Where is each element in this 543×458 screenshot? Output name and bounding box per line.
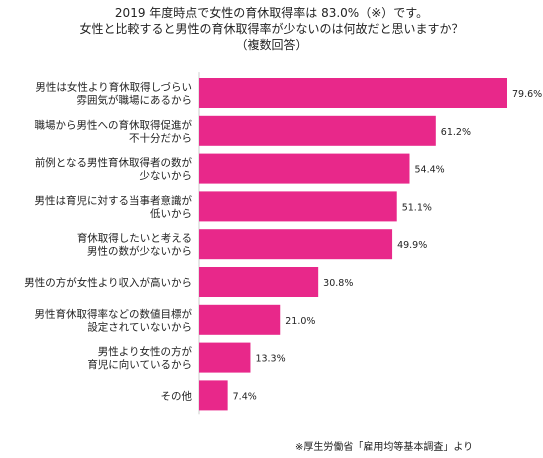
bar: [199, 342, 251, 373]
value-label: 49.9%: [397, 240, 427, 251]
category-label-line: 男性は育児に対する当事者意識が: [35, 194, 193, 207]
category-label-line: 少ないから: [140, 170, 193, 182]
bar: [199, 153, 410, 184]
category-label-line: 雰囲気が職場にあるから: [77, 94, 193, 107]
category-label-line: その他: [161, 389, 193, 402]
category-label-line: 職場から男性への育休取得促進が: [35, 118, 193, 131]
bar: [199, 380, 228, 411]
bar: [199, 229, 393, 260]
value-label: 21.0%: [285, 316, 315, 327]
category-label-line: 男性は女性より育休取得しづらい: [35, 81, 192, 94]
category-label: その他: [161, 389, 193, 402]
bar: [199, 115, 436, 146]
category-label-line: 設定されていないから: [87, 320, 192, 333]
category-label-line: 男性の数が少ないから: [87, 245, 192, 258]
category-label: 男性より女性の方が育児に向いているから: [87, 345, 192, 371]
category-label: 男性育休取得率などの数値目標が設定されていないから: [35, 307, 193, 333]
category-label: 男性は女性より育休取得しづらい雰囲気が職場にあるから: [35, 81, 192, 107]
category-label-line: 育児に向いているから: [87, 358, 192, 371]
chart-title-line-1: 2019 年度時点で女性の育休取得率は 83.0%（※）です。: [114, 6, 429, 20]
category-label-line: 不十分だから: [129, 131, 192, 144]
chart-title-line-3: （複数回答）: [235, 38, 308, 52]
category-label-line: 低いから: [150, 207, 192, 220]
category-label: 前例となる男性育休取得者の数が少ないから: [35, 156, 193, 182]
category-label: 男性の方が女性より収入が高いから: [24, 276, 192, 289]
value-label: 7.4%: [233, 391, 257, 402]
bar: [199, 304, 281, 335]
bar: [199, 78, 507, 108]
bar: [199, 191, 397, 222]
category-label: 職場から男性への育休取得促進が不十分だから: [35, 118, 193, 144]
category-label: 育休取得したいと考える男性の数が少ないから: [77, 232, 192, 258]
category-label-line: 育休取得したいと考える: [77, 232, 192, 245]
value-label: 13.3%: [255, 354, 285, 365]
category-label-line: 前例となる男性育休取得者の数が: [35, 156, 193, 169]
bar: [199, 267, 319, 297]
category-label-line: 男性育休取得率などの数値目標が: [35, 307, 193, 320]
source-note: ※厚生労働省「雇用均等基本調査」より: [295, 442, 474, 453]
category-label-line: 男性の方が女性より収入が高いから: [24, 276, 192, 289]
category-label-line: 男性より女性の方が: [98, 345, 193, 358]
value-label: 79.6%: [512, 89, 542, 100]
value-label: 54.4%: [414, 165, 444, 176]
category-label: 男性は育児に対する当事者意識が低いから: [35, 194, 193, 220]
value-label: 51.1%: [402, 202, 432, 213]
value-label: 30.8%: [323, 278, 353, 289]
chart-title-line-2: 女性と比較すると男性の育休取得率が少ないのは何故だと思いますか？: [79, 22, 464, 36]
value-label: 61.2%: [441, 127, 471, 138]
